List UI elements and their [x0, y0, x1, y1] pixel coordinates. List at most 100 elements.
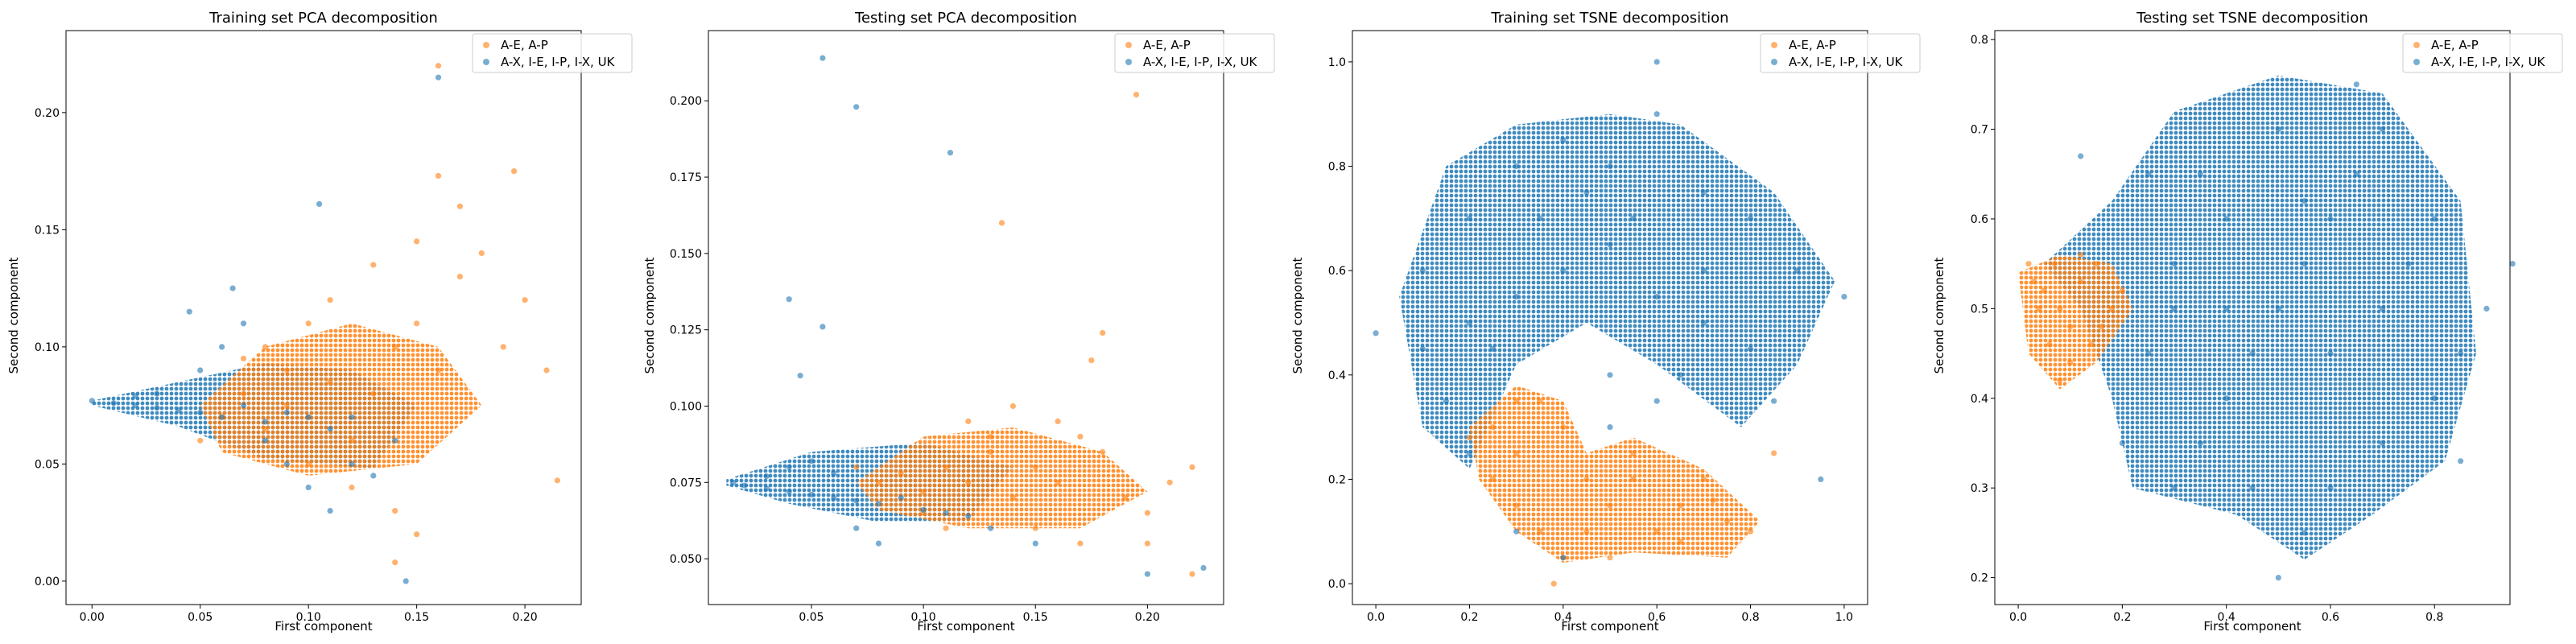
point-ae-ap [898, 470, 904, 477]
point-others [1771, 398, 1777, 404]
y-tick-label: 0.100 [670, 400, 702, 413]
x-tick-label: 0.00 [80, 611, 105, 624]
point-ae-ap [262, 344, 268, 350]
legend-marker-blue [483, 59, 489, 65]
point-ae-ap [2078, 279, 2084, 285]
point-others [1794, 267, 1801, 274]
density-cloud-orange [2018, 254, 2133, 390]
point-ae-ap [965, 418, 972, 425]
point-others [2197, 440, 2203, 447]
chart-title: Training set PCA decomposition [208, 10, 438, 27]
y-tick-label: 0.4 [1328, 369, 1346, 382]
x-axis-label: First component [275, 619, 372, 634]
point-others [2145, 171, 2152, 177]
point-others [1747, 345, 1754, 352]
y-tick-label: 0.00 [35, 576, 60, 588]
legend-box [472, 33, 633, 73]
x-tick-label: 0.4 [1554, 611, 1572, 624]
point-others [1466, 450, 1473, 456]
point-others [797, 373, 803, 379]
y-tick-label: 0.5 [1971, 303, 1988, 316]
point-ae-ap [283, 402, 290, 409]
point-ae-ap [500, 344, 506, 350]
point-others [808, 458, 815, 464]
point-others [2380, 126, 2386, 133]
point-others [2249, 350, 2256, 357]
point-others [110, 400, 117, 407]
point-ae-ap [1607, 555, 1613, 561]
chart-title: Testing set PCA decomposition [854, 10, 1077, 27]
x-tick-label: 0.15 [1023, 611, 1048, 624]
point-others [2353, 81, 2359, 88]
point-ae-ap [370, 262, 377, 268]
x-tick-label: 0.0 [2009, 611, 2027, 624]
point-ae-ap [2108, 305, 2116, 312]
point-others [920, 506, 927, 514]
point-others [1700, 267, 1707, 274]
point-others [741, 482, 748, 489]
x-tick-label: 1.0 [1835, 611, 1853, 624]
point-ae-ap [988, 433, 994, 440]
point-ae-ap [478, 250, 485, 257]
point-ae-ap [1607, 502, 1613, 509]
legend-box [2402, 33, 2563, 73]
y-tick-label: 0.2 [1971, 572, 1988, 585]
point-others [283, 460, 290, 468]
point-ae-ap [1009, 494, 1016, 501]
point-others [219, 344, 225, 350]
point-others [262, 437, 268, 444]
point-others [132, 393, 138, 399]
point-ae-ap [1550, 580, 1557, 587]
point-others [1700, 320, 1707, 326]
legend-label-others: A-X, I-E, I-P, I-X, UK [1143, 55, 1258, 69]
point-others [1607, 242, 1613, 248]
point-others [175, 407, 182, 414]
point-ae-ap [1144, 540, 1150, 547]
point-others [2327, 350, 2334, 357]
point-others [1513, 528, 1520, 535]
legend-box [1114, 33, 1275, 73]
point-others [1560, 137, 1567, 143]
point-others [2327, 485, 2334, 491]
point-others [1841, 294, 1847, 300]
point-ae-ap [2025, 261, 2032, 267]
point-others [1818, 476, 1824, 483]
point-others [1653, 59, 1660, 65]
point-others [392, 437, 398, 444]
density-cloud-blue [1399, 114, 1835, 469]
point-others [2380, 305, 2386, 312]
point-ae-ap [1032, 464, 1038, 470]
point-others [853, 525, 860, 531]
point-others [402, 578, 409, 584]
point-others [283, 409, 290, 415]
point-others [2301, 530, 2308, 536]
x-tick-label: 0.6 [2322, 611, 2339, 624]
point-ae-ap [2057, 305, 2063, 312]
point-ae-ap [1747, 528, 1754, 535]
point-others [1653, 111, 1660, 118]
point-others [2301, 261, 2308, 267]
point-ae-ap [1537, 398, 1543, 404]
axes-frame [1994, 30, 2511, 605]
plot-area: 0.05 0.10 0.15 0.20 0.050 0.075 0.100 0.125 0.15… [670, 30, 1224, 624]
point-others [305, 484, 312, 491]
legend-label-ae-ap: A-E, A-P [2431, 38, 2479, 52]
point-others [1466, 215, 1473, 221]
density-cloud-orange [1469, 385, 1761, 564]
point-others [2171, 305, 2178, 312]
point-ae-ap [1489, 476, 1496, 483]
density-cloud-blue [2044, 75, 2476, 560]
point-ae-ap [327, 378, 333, 386]
point-others [819, 55, 826, 61]
point-others [2223, 395, 2230, 402]
point-ae-ap [2098, 324, 2105, 330]
y-tick-label: 0.2 [1328, 473, 1346, 486]
point-others [197, 409, 204, 415]
point-others [786, 464, 792, 470]
point-ae-ap [2046, 341, 2053, 348]
point-others [808, 491, 815, 498]
legend-label-ae-ap: A-E, A-P [1789, 38, 1836, 52]
point-ae-ap [2036, 305, 2042, 312]
y-tick-label: 0.05 [35, 458, 60, 471]
